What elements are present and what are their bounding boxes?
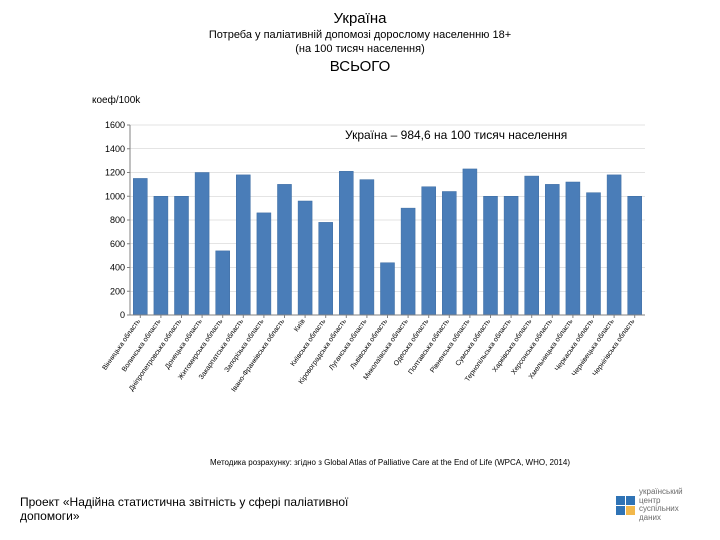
- svg-text:0: 0: [120, 310, 125, 320]
- bar-chart: 0 200 400 600 800 1000 1200 1400 1600 Вінницька о…: [90, 115, 650, 405]
- svg-text:1200: 1200: [105, 168, 125, 178]
- svg-text:600: 600: [110, 239, 125, 249]
- y-axis-label: коеф/100k: [92, 95, 140, 106]
- svg-text:Полтавська область: Полтавська область: [407, 317, 451, 376]
- svg-text:1000: 1000: [105, 191, 125, 201]
- svg-text:400: 400: [110, 263, 125, 273]
- svg-text:Донецька область: Донецька область: [163, 317, 204, 370]
- svg-text:Рівненська область: Рівненська область: [428, 317, 471, 374]
- svg-text:Запорізька область: Запорізька область: [223, 317, 266, 374]
- svg-text:1600: 1600: [105, 120, 125, 130]
- svg-text:200: 200: [110, 286, 125, 296]
- svg-text:1400: 1400: [105, 144, 125, 154]
- title-subtitle1: Потреба у паліативній допомозі дорослому…: [0, 29, 720, 43]
- svg-text:Волинська область: Волинська область: [120, 317, 163, 373]
- svg-text:Київська область: Київська область: [289, 317, 328, 367]
- svg-text:Черкаська область: Черкаська область: [553, 317, 595, 372]
- logo-squares: [616, 496, 635, 515]
- title-total: ВСЬОГО: [0, 58, 720, 77]
- title-country: Україна: [0, 10, 720, 29]
- svg-text:Київ: Київ: [293, 318, 307, 333]
- method-note: Методика розрахунку: згідно з Global Atl…: [210, 458, 570, 467]
- svg-text:Львівська область: Львівська область: [349, 317, 390, 370]
- svg-text:Сумська область: Сумська область: [454, 317, 493, 367]
- svg-text:Вінницька область: Вінницька область: [101, 317, 142, 371]
- logo: український центр суспільних даних: [616, 488, 702, 522]
- title-subtitle2: (на 100 тисяч населення): [0, 43, 720, 57]
- svg-text:Одеська область: Одеська область: [392, 317, 431, 367]
- logo-text: український центр суспільних даних: [639, 488, 683, 522]
- svg-text:Харківська область: Харківська область: [491, 317, 534, 373]
- svg-text:800: 800: [110, 215, 125, 225]
- svg-text:Херсонська область: Херсонська область: [510, 317, 555, 376]
- svg-text:Луганська область: Луганська область: [327, 317, 368, 371]
- footer-project: Проект «Надійна статистична звітність у …: [20, 495, 400, 524]
